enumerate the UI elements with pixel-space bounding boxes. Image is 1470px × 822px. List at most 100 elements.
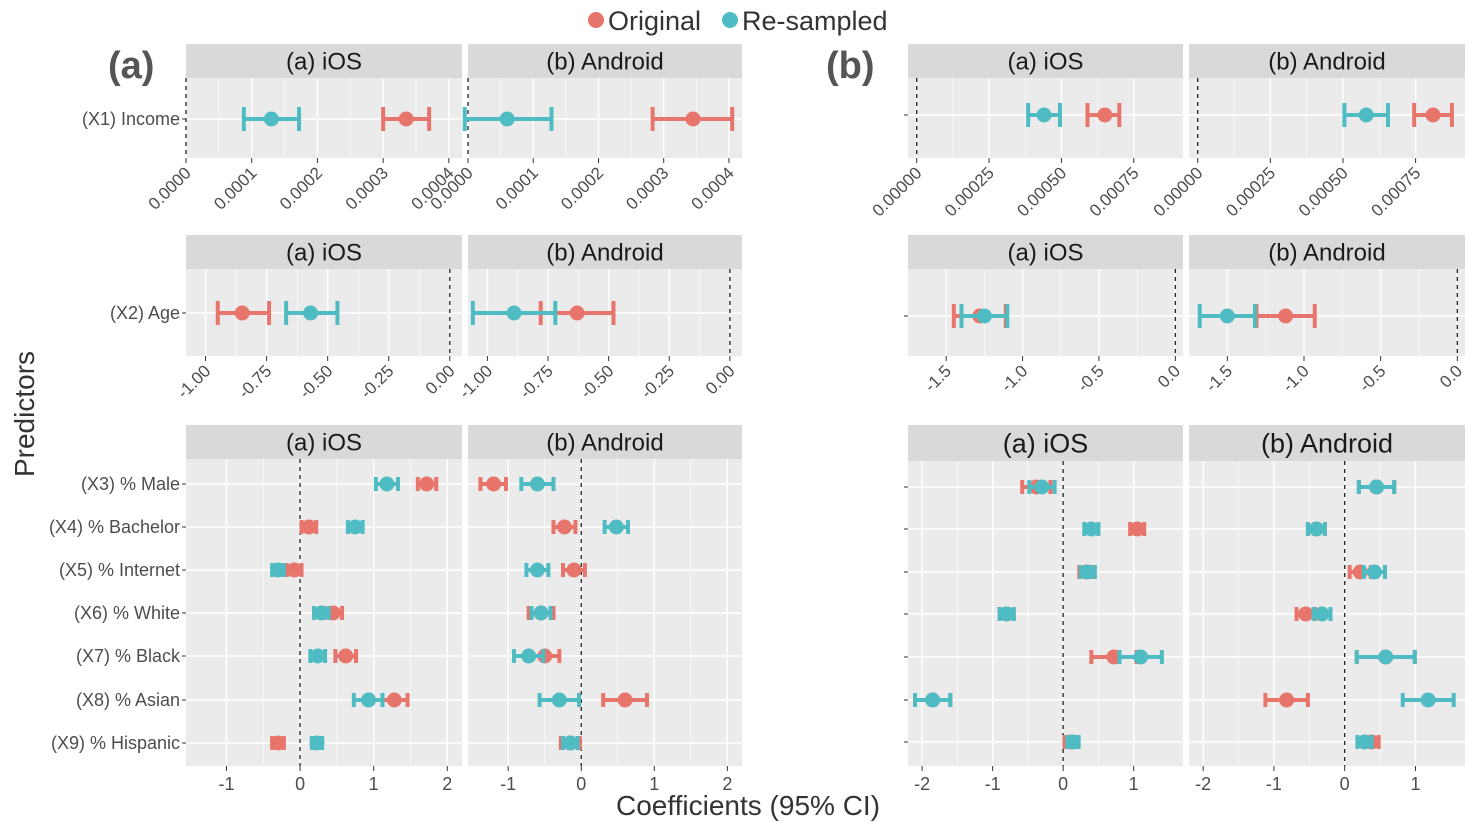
- x-tick-label: 2: [722, 774, 732, 794]
- resampled-point: [270, 562, 286, 578]
- x-tick-label: 1: [1410, 774, 1420, 794]
- resampled-point: [1080, 564, 1096, 580]
- x-tick-label: 0.0002: [276, 163, 326, 213]
- facet-strip: [908, 235, 1183, 269]
- x-tick-label: 1: [369, 774, 379, 794]
- resampled-point: [499, 111, 515, 127]
- x-tick-label: 0.00: [702, 361, 739, 398]
- legend: Original Re-sampled: [588, 6, 888, 36]
- facet-strip-label: (a) iOS: [1007, 240, 1083, 267]
- facet-android: (b) Android -1.00 -0.75 -0.50 -0.25 0.00: [455, 235, 742, 402]
- x-tick-label: -0.5: [1074, 361, 1108, 395]
- resampled-point: [976, 308, 992, 324]
- group-label-b: (b): [826, 45, 875, 87]
- facet-strip-label: (a) iOS: [1003, 429, 1089, 459]
- facet-strip: [1189, 235, 1465, 269]
- original-point: [1097, 107, 1113, 123]
- resampled-point: [1308, 521, 1324, 537]
- x-tick-label: 0.0000: [145, 163, 195, 213]
- resampled-point: [1083, 521, 1099, 537]
- facet-strip: [468, 44, 742, 78]
- facet-strip-label: (b) Android: [546, 240, 663, 267]
- resampled-point: [925, 692, 941, 708]
- x-tick-label: 0.0: [1436, 361, 1466, 391]
- x-tick-label: 0: [1340, 774, 1350, 794]
- facet-strip: [468, 235, 742, 269]
- chart-a-demographics: (X3) % Male (X4) % Bachelor (X5) % Interne…: [49, 425, 742, 794]
- resampled-point: [1314, 606, 1330, 622]
- resampled-point: [533, 605, 549, 621]
- x-tick-label: -0.25: [357, 361, 398, 402]
- chart-b-age: (a) iOS -1.5 -1.0 -0.5 0.0 (b) Android -1.5 -1.…: [904, 235, 1466, 396]
- facet-strip: [186, 44, 462, 78]
- x-tick-label: -1: [1266, 774, 1282, 794]
- x-tick-label: 0: [295, 774, 305, 794]
- resampled-point: [263, 111, 279, 127]
- x-tick-label: 0.00025: [941, 163, 998, 220]
- facet-strip-label: (b) Android: [1261, 429, 1393, 459]
- resampled-point: [1357, 734, 1373, 750]
- resampled-point: [1358, 107, 1374, 123]
- x-tick-label: 1: [1129, 774, 1139, 794]
- resampled-point: [310, 648, 326, 664]
- facet-strip: [908, 44, 1183, 78]
- predictor-label: (X7) % Black: [76, 646, 181, 666]
- x-tick-label: 0.00: [422, 361, 459, 398]
- predictor-label: (X3) % Male: [81, 474, 180, 494]
- predictor-label: (X2) Age: [110, 303, 180, 323]
- facet-strip-label: (a) iOS: [286, 240, 362, 267]
- legend-resampled-swatch: [722, 12, 738, 28]
- resampled-point: [529, 476, 545, 492]
- resampled-point: [506, 305, 522, 321]
- original-point: [301, 519, 317, 535]
- x-tick-label: -0.75: [516, 361, 557, 402]
- x-tick-label: -1.00: [174, 361, 215, 402]
- resampled-point: [1219, 308, 1235, 324]
- x-tick-label: 0.0: [1154, 361, 1184, 391]
- resampled-point: [303, 305, 319, 321]
- facet-ios: (a) iOS -1.00 -0.75 -0.50 -0.25 0.00: [174, 235, 462, 402]
- original-point: [386, 692, 402, 708]
- original-point: [685, 111, 701, 127]
- facet-strip: [1189, 44, 1465, 78]
- original-point: [234, 305, 250, 321]
- original-point: [617, 692, 633, 708]
- panel-background: [1189, 78, 1465, 158]
- resampled-point: [313, 605, 329, 621]
- facet-ios: (a) iOS 0.00000 0.00025 0.00050 0.00075: [869, 44, 1183, 220]
- resampled-point: [1036, 107, 1052, 123]
- predictor-label: (X4) % Bachelor: [49, 517, 180, 537]
- x-tick-label: 0.0001: [210, 163, 260, 213]
- original-point: [556, 519, 572, 535]
- x-tick-label: 0: [1058, 774, 1068, 794]
- facet-strip-label: (b) Android: [1268, 240, 1385, 267]
- original-point: [486, 476, 502, 492]
- original-point: [1425, 107, 1441, 123]
- facet-android: (b) Android -1 0 1 2: [468, 425, 742, 794]
- x-tick-label: -1.5: [921, 361, 955, 395]
- panel-background: [908, 269, 1183, 356]
- legend-original-swatch: [588, 12, 604, 28]
- x-tick-label: -0.75: [235, 361, 276, 402]
- x-tick-label: 0.00025: [1222, 163, 1279, 220]
- resampled-point: [562, 735, 578, 751]
- x-tick-label: 0.0004: [688, 163, 738, 213]
- x-tick-label: 0.0003: [622, 163, 672, 213]
- group-label-a: (a): [108, 45, 154, 87]
- resampled-point: [1369, 479, 1385, 495]
- resampled-point: [379, 476, 395, 492]
- x-tick-label: -0.25: [637, 361, 678, 402]
- facet-strip-label: (a) iOS: [286, 430, 362, 457]
- resampled-point: [1034, 479, 1050, 495]
- facet-strip-label: (b) Android: [546, 430, 663, 457]
- original-point: [398, 111, 414, 127]
- chart-a-age: (X2) Age(a) iOS-1.00 -0.75 -0.50 -0.25 0.00(…: [110, 235, 742, 402]
- x-tick-label: -2: [1195, 774, 1211, 794]
- original-point: [569, 305, 585, 321]
- x-tick-label: 0.00050: [1295, 163, 1352, 220]
- original-point: [566, 562, 582, 578]
